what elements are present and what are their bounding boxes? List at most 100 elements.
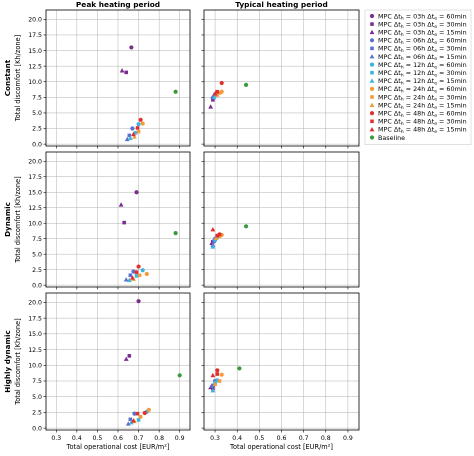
y-tick-label: 10.0 bbox=[28, 79, 42, 86]
data-point-mpc-t-h-24h-t-e-15min bbox=[213, 235, 219, 241]
titles: Peak heating period Typical heating peri… bbox=[3, 0, 333, 451]
data-point-mpc-t-h-48h-t-e-30min bbox=[135, 126, 140, 130]
y-tick-label: 20.0 bbox=[28, 17, 42, 24]
x-tick-label: 0.5 bbox=[254, 435, 264, 442]
data-point-mpc-t-h-06h-t-e-60min bbox=[131, 269, 136, 274]
legend-marker-mpc-t-h-12h-t-e-15min bbox=[369, 78, 375, 83]
legend-label: MPC Δth = 06h Δte = 30min bbox=[378, 45, 467, 54]
y-tick-label: 7.5 bbox=[32, 378, 42, 385]
panel-frame bbox=[45, 9, 191, 147]
y-tick-label: 7.5 bbox=[32, 236, 42, 243]
data-point-mpc-t-h-48h-t-e-30min bbox=[215, 89, 220, 94]
legend-item: MPC Δth = 24h Δte = 15min bbox=[369, 101, 467, 111]
data-point-mpc-t-h-12h-t-e-60min bbox=[136, 122, 141, 127]
data-point-mpc-t-h-12h-t-e-60min bbox=[140, 268, 145, 273]
legend-item: MPC Δth = 03h Δte = 30min bbox=[370, 20, 467, 30]
data-point-mpc-t-h-24h-t-e-15min bbox=[214, 92, 220, 97]
y-tick-label: 0.0 bbox=[32, 425, 42, 432]
data-point-mpc-t-h-48h-t-e-30min bbox=[215, 233, 220, 238]
legend-item: MPC Δth = 12h Δte = 30min bbox=[370, 69, 467, 78]
data-point-mpc-t-h-03h-t-e-30min bbox=[127, 354, 132, 358]
legend-marker-mpc-t-h-06h-t-e-60min bbox=[369, 38, 375, 43]
legend-item: MPC Δth = 12h Δte = 15min bbox=[369, 77, 467, 87]
data-point-mpc-t-h-24h-t-e-60min bbox=[146, 407, 151, 412]
y-tick-label: 10.0 bbox=[28, 220, 42, 227]
data-point-baseline bbox=[237, 366, 242, 371]
row-title-highly-dynamic: Highly dynamic bbox=[3, 330, 12, 392]
x-tick-label: 0.6 bbox=[113, 435, 123, 442]
data-point-mpc-t-h-03h-t-e-15min bbox=[119, 68, 125, 73]
data-point-baseline bbox=[173, 89, 178, 94]
data-point-mpc-t-h-06h-t-e-60min bbox=[130, 126, 135, 131]
data-point-mpc-t-h-48h-t-e-30min bbox=[134, 270, 139, 274]
data-point-mpc-t-h-12h-t-e-30min bbox=[134, 274, 139, 278]
x-tick-label: 0.8 bbox=[321, 435, 331, 442]
data-point-mpc-t-h-24h-t-e-60min bbox=[219, 372, 224, 377]
y-tick-label: 12.5 bbox=[28, 63, 42, 70]
data-point-mpc-t-h-12h-t-e-15min bbox=[210, 244, 216, 249]
legend-label: MPC Δth = 12h Δte = 15min bbox=[378, 77, 467, 86]
legend-item: MPC Δth = 24h Δte = 60min bbox=[369, 85, 467, 95]
data-point-baseline bbox=[243, 224, 249, 229]
panel-frame bbox=[203, 9, 360, 147]
data-point-mpc-t-h-48h-t-e-60min bbox=[219, 80, 224, 86]
y-tick-label: 17.5 bbox=[28, 315, 42, 322]
data-point-mpc-t-h-48h-t-e-30min bbox=[135, 411, 140, 416]
data-point-mpc-t-h-12h-t-e-15min bbox=[127, 135, 133, 140]
legend-label: MPC Δth = 48h Δte = 30min bbox=[378, 118, 467, 127]
panel-r3-c1: 0.0 2.5 5.0 7.5 10.0 12.5 15.0 17.5 20.0 0.3 0.4 0.… bbox=[28, 292, 191, 442]
data-point-mpc-t-h-24h-t-e-30min bbox=[217, 379, 222, 383]
data-point-mpc-t-h-06h-t-e-15min bbox=[124, 136, 130, 142]
legend-label: MPC Δth = 03h Δte = 60min bbox=[378, 12, 467, 21]
data-point-mpc-t-h-06h-t-e-30min bbox=[128, 273, 133, 278]
x-tick-label: 0.7 bbox=[134, 435, 144, 442]
legend-marker-mpc-t-h-48h-t-e-60min bbox=[369, 111, 375, 116]
legend-item: MPC Δth = 06h Δte = 15min bbox=[369, 53, 467, 62]
x-tick-label: 0.9 bbox=[343, 435, 353, 442]
y-axis-label-row-3: Total discomfort [Kh/zone] bbox=[14, 318, 22, 405]
y-tick-label: 2.5 bbox=[32, 410, 42, 417]
legend-marker-mpc-t-h-03h-t-e-60min bbox=[369, 13, 375, 19]
legend-marker-mpc-t-h-03h-t-e-30min bbox=[370, 22, 374, 26]
legend-item: MPC Δth = 06h Δte = 60min bbox=[369, 37, 467, 46]
y-tick-label: 20.0 bbox=[28, 300, 42, 307]
data-point-mpc-t-h-03h-t-e-30min bbox=[124, 70, 129, 75]
x-tick-label: 0.3 bbox=[51, 435, 61, 442]
x-axis-label-right: Total operational cost [EUR/m²] bbox=[229, 443, 333, 451]
legend-marker-mpc-t-h-24h-t-e-15min bbox=[369, 102, 375, 108]
legend-item: MPC Δth = 03h Δte = 15min bbox=[369, 29, 467, 38]
legend-item: MPC Δth = 48h Δte = 30min bbox=[370, 118, 467, 127]
data-point-mpc-t-h-48h-t-e-60min bbox=[215, 368, 220, 373]
legend-marker-mpc-t-h-12h-t-e-60min bbox=[369, 62, 375, 67]
y-tick-label: 5.0 bbox=[32, 394, 42, 401]
y-tick-label: 17.5 bbox=[28, 174, 42, 181]
legend-item: MPC Δth = 48h Δte = 15min bbox=[369, 126, 467, 135]
legend-marker-mpc-t-h-03h-t-e-15min bbox=[369, 29, 375, 35]
y-tick-label: 15.0 bbox=[28, 189, 42, 196]
y-tick-label: 7.5 bbox=[32, 95, 42, 102]
x-axis-label-left: Total operational cost [EUR/m²] bbox=[66, 443, 170, 451]
data-point-mpc-t-h-24h-t-e-30min bbox=[138, 415, 143, 419]
legend-marker-mpc-t-h-48h-t-e-15min bbox=[369, 126, 375, 132]
legend-frame bbox=[364, 9, 472, 145]
x-tick-label: 0.8 bbox=[154, 435, 164, 442]
legend-label: MPC Δth = 06h Δte = 15min bbox=[378, 53, 467, 62]
legend-item: MPC Δth = 12h Δte = 60min bbox=[369, 61, 467, 70]
y-axis-label-row-2: Total discomfort [Kh/zone] bbox=[14, 176, 22, 263]
legend-label: MPC Δth = 48h Δte = 60min bbox=[378, 110, 467, 119]
column-title-typical: Typical heating period bbox=[235, 0, 328, 9]
data-point-mpc-t-h-24h-t-e-30min bbox=[137, 273, 142, 278]
legend-marker-mpc-t-h-24h-t-e-30min bbox=[370, 95, 374, 99]
data-point-baseline bbox=[243, 82, 249, 87]
data-point-mpc-t-h-48h-t-e-60min bbox=[142, 410, 147, 416]
legend-item: MPC Δth = 48h Δte = 60min bbox=[369, 110, 467, 119]
legend-label: MPC Δth = 24h Δte = 15min bbox=[378, 101, 467, 110]
data-point-baseline bbox=[173, 231, 178, 236]
data-point-mpc-t-h-03h-t-e-15min bbox=[123, 356, 129, 361]
panel-frame bbox=[203, 292, 360, 431]
data-point-mpc-t-h-24h-t-e-30min bbox=[136, 129, 141, 134]
data-point-mpc-t-h-03h-t-e-30min bbox=[122, 220, 126, 225]
data-point-mpc-t-h-06h-t-e-30min bbox=[128, 417, 133, 422]
y-tick-label: 2.5 bbox=[32, 126, 42, 133]
row-title-constant: Constant bbox=[3, 59, 12, 96]
